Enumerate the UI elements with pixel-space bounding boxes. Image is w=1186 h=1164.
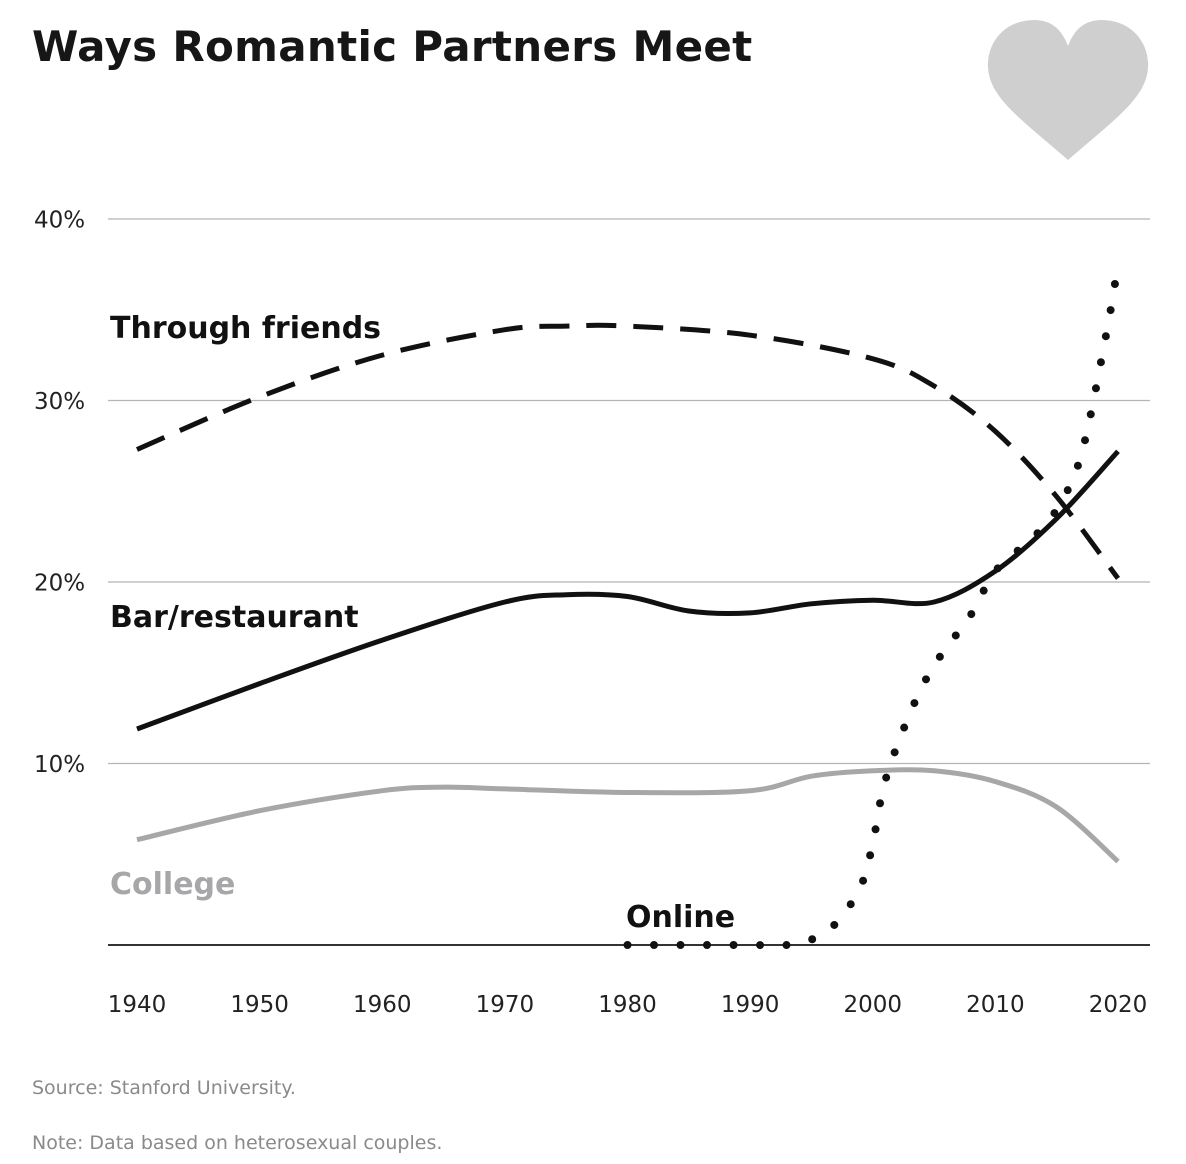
x-tick-label: 1980 — [598, 992, 657, 1018]
series-labels: Through friends Bar/restaurant College Onli… — [110, 311, 735, 935]
series-line-through-friends — [136, 322, 1121, 580]
series-label-through-friends: Through friends — [110, 311, 381, 346]
series-line-college — [136, 767, 1120, 864]
x-tick-label: 2020 — [1089, 992, 1148, 1018]
heart-icon — [987, 20, 1149, 160]
series-lines — [136, 260, 1122, 950]
y-axis: 10% 20% 30% 40% — [34, 208, 85, 779]
series-label-college: College — [110, 867, 235, 902]
x-axis: 1940 1950 1960 1970 1980 1990 2000 2010 2020 — [108, 992, 1148, 1018]
source-note: Source: Stanford University. — [32, 1077, 296, 1099]
y-tick-label: 40% — [34, 208, 85, 234]
y-tick-label: 10% — [34, 752, 85, 778]
data-note: Note: Data based on heterosexual couples… — [32, 1132, 443, 1154]
x-tick-label: 2010 — [966, 992, 1025, 1018]
x-tick-label: 2000 — [843, 992, 902, 1018]
series-line-online — [623, 260, 1122, 950]
x-tick-label: 1950 — [230, 992, 289, 1018]
x-tick-label: 1960 — [353, 992, 412, 1018]
x-tick-label: 1990 — [721, 992, 780, 1018]
chart-title: Ways Romantic Partners Meet — [32, 22, 753, 71]
series-line-bar-restaurant — [136, 449, 1120, 732]
series-label-bar-restaurant: Bar/restaurant — [110, 600, 359, 635]
y-tick-label: 30% — [34, 389, 85, 415]
y-tick-label: 20% — [34, 571, 85, 597]
series-label-online: Online — [626, 900, 735, 935]
x-tick-label: 1940 — [108, 992, 167, 1018]
x-tick-label: 1970 — [476, 992, 535, 1018]
